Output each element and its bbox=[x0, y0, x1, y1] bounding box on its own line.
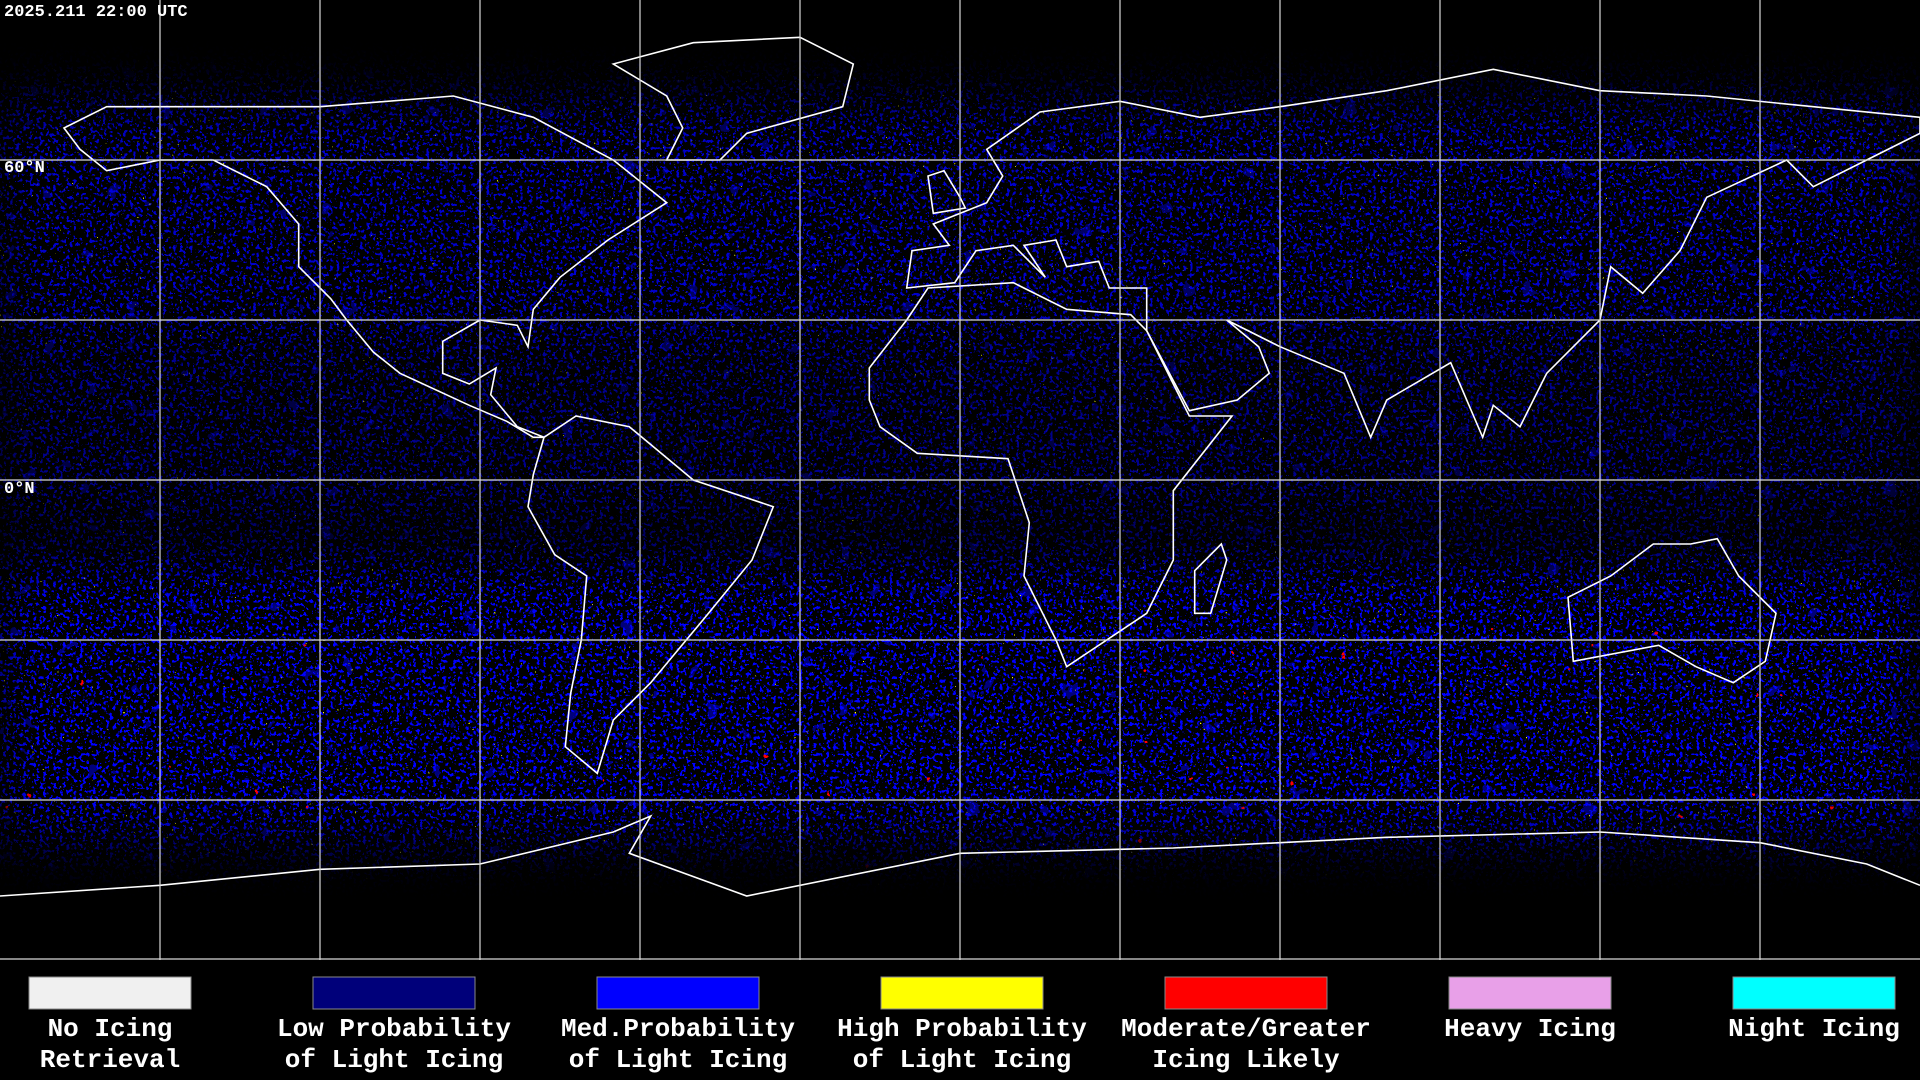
legend-swatch bbox=[596, 976, 760, 1010]
legend-label: Heavy Icing bbox=[1444, 1014, 1616, 1044]
legend-label: Night Icing bbox=[1728, 1014, 1900, 1044]
legend-swatch bbox=[312, 976, 476, 1010]
legend-label: Icing Likely bbox=[1152, 1045, 1340, 1075]
legend-label: Moderate/Greater bbox=[1121, 1014, 1371, 1044]
graticule bbox=[0, 0, 1920, 960]
legend-label: No Icing bbox=[48, 1014, 173, 1044]
legend-label: of Light Icing bbox=[853, 1045, 1071, 1075]
legend-swatch bbox=[880, 976, 1044, 1010]
legend-label: High Probability bbox=[837, 1014, 1087, 1044]
eurasia bbox=[905, 68, 1920, 440]
australia bbox=[1567, 537, 1777, 684]
legend-label: of Light Icing bbox=[569, 1045, 787, 1075]
legend-swatch bbox=[1164, 976, 1328, 1010]
legend-label: Med.Probability bbox=[561, 1014, 795, 1044]
north-america bbox=[62, 95, 669, 439]
legend-item: Heavy Icing bbox=[1444, 976, 1616, 1044]
south-america bbox=[527, 415, 775, 775]
antarctica bbox=[0, 814, 1920, 897]
legend-swatch bbox=[28, 976, 192, 1010]
legend-label: Low Probability bbox=[277, 1014, 511, 1044]
legend-swatch bbox=[1448, 976, 1612, 1010]
legend-item: Night Icing bbox=[1728, 976, 1900, 1044]
legend-swatch bbox=[1732, 976, 1896, 1010]
timestamp: 2025.211 22:00 UTC bbox=[4, 3, 188, 22]
madagascar bbox=[1193, 542, 1228, 615]
legend-label: of Light Icing bbox=[285, 1045, 503, 1075]
latitude-labels: 60°N 0°N bbox=[4, 159, 45, 499]
latitude-label: 0°N bbox=[4, 480, 35, 499]
latitude-label: 60°N bbox=[4, 159, 45, 178]
legend-label: Retrieval bbox=[40, 1045, 180, 1075]
